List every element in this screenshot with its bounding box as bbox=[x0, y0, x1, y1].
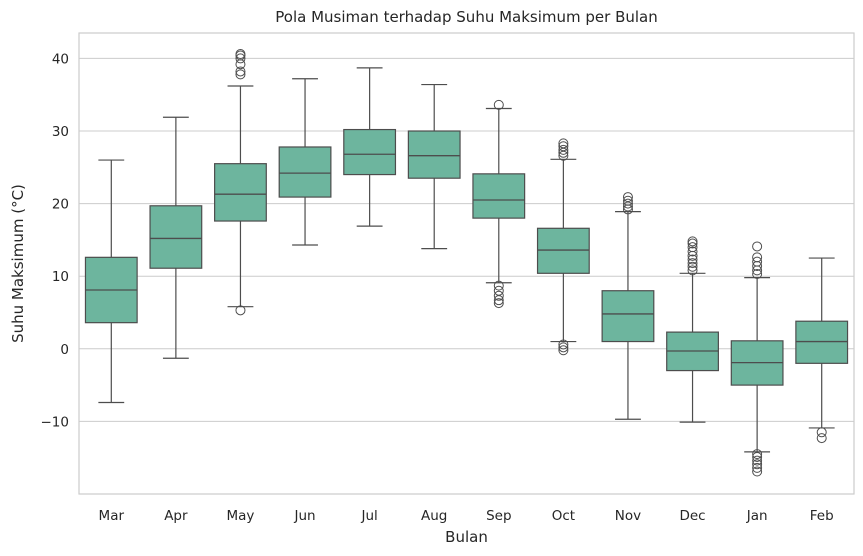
x-tick-label: Apr bbox=[164, 508, 188, 524]
outlier-point bbox=[752, 451, 763, 462]
outlier-point bbox=[493, 285, 504, 296]
outlier-point bbox=[235, 69, 246, 80]
outlier-point bbox=[752, 256, 763, 267]
outlier-point bbox=[622, 192, 633, 203]
outlier-point bbox=[235, 53, 246, 64]
box-group-aug bbox=[407, 83, 461, 250]
y-tick-label: −10 bbox=[41, 414, 70, 430]
box bbox=[536, 227, 590, 274]
box-group-may bbox=[214, 49, 267, 316]
box-group-nov bbox=[601, 192, 655, 420]
y-axis-label: Suhu Maksimum (°C) bbox=[9, 184, 27, 343]
box-group-jan bbox=[730, 241, 784, 477]
outlier-point bbox=[558, 339, 569, 350]
outlier-point bbox=[687, 246, 698, 257]
outlier-point bbox=[752, 455, 763, 466]
outlier-point bbox=[493, 290, 504, 301]
x-tick-label: Jan bbox=[746, 508, 768, 524]
box-group-jun bbox=[278, 78, 332, 246]
outlier-point bbox=[687, 236, 698, 247]
outlier-point bbox=[752, 449, 763, 460]
box-group-jul bbox=[343, 67, 397, 227]
plot-frame bbox=[78, 32, 855, 495]
outlier-point bbox=[558, 144, 569, 155]
box bbox=[795, 320, 849, 364]
box bbox=[407, 130, 461, 179]
box-group-mar bbox=[84, 159, 138, 404]
y-tick-label: 20 bbox=[52, 197, 69, 213]
outlier-point bbox=[752, 269, 763, 280]
box bbox=[601, 290, 655, 343]
x-tick-label: Jul bbox=[360, 508, 377, 524]
outlier-point bbox=[622, 198, 633, 209]
y-tick-label: 40 bbox=[52, 51, 69, 67]
outlier-point bbox=[235, 305, 246, 316]
outlier-point bbox=[493, 280, 504, 291]
x-axis-label: Bulan bbox=[445, 528, 488, 546]
x-tick-label: May bbox=[226, 508, 254, 524]
box-group-sep bbox=[472, 99, 526, 309]
outlier-point bbox=[687, 261, 698, 272]
outlier-point bbox=[752, 252, 763, 263]
x-tick-label: Mar bbox=[99, 508, 125, 524]
grid bbox=[79, 57, 854, 422]
box bbox=[278, 146, 332, 198]
x-tick-label: Sep bbox=[486, 508, 511, 524]
box bbox=[472, 173, 526, 219]
x-tick-label: Dec bbox=[679, 508, 705, 524]
outlier-point bbox=[493, 298, 504, 309]
outlier-point bbox=[752, 462, 763, 473]
x-tick-label: Nov bbox=[615, 508, 641, 524]
outlier-point bbox=[558, 342, 569, 353]
outlier-point bbox=[687, 258, 698, 269]
box bbox=[343, 128, 397, 176]
box-group-dec bbox=[666, 236, 719, 423]
outlier-point bbox=[816, 427, 827, 438]
outlier-point bbox=[687, 265, 698, 276]
chart-title: Pola Musiman terhadap Suhu Maksimum per … bbox=[275, 8, 658, 26]
box bbox=[214, 163, 267, 222]
box-group-feb bbox=[795, 257, 849, 444]
outlier-point bbox=[752, 459, 763, 470]
outlier-point bbox=[235, 66, 246, 77]
y-axis-ticks: 40 30 20 10 0 −10 bbox=[41, 51, 70, 430]
x-tick-label: Aug bbox=[421, 508, 447, 524]
outlier-point bbox=[752, 466, 763, 477]
x-tick-label: Feb bbox=[810, 508, 834, 524]
outlier-point bbox=[235, 49, 246, 60]
box-group-oct bbox=[536, 138, 590, 356]
x-axis-ticks: Mar Apr May Jun Jul Aug Sep Oct Nov Dec Jan Feb bbox=[99, 508, 834, 524]
boxes bbox=[84, 49, 849, 477]
outlier-point bbox=[558, 138, 569, 149]
outlier-point bbox=[493, 99, 504, 110]
outlier-point bbox=[687, 242, 698, 253]
outlier-point bbox=[816, 433, 827, 444]
y-tick-label: 10 bbox=[52, 269, 69, 285]
x-tick-label: Jun bbox=[293, 508, 315, 524]
y-tick-label: 30 bbox=[52, 124, 69, 140]
outlier-point bbox=[558, 141, 569, 152]
outlier-point bbox=[558, 345, 569, 356]
box bbox=[149, 205, 203, 269]
outlier-point bbox=[687, 254, 698, 265]
y-tick-label: 0 bbox=[60, 342, 69, 358]
outlier-point bbox=[752, 241, 763, 252]
outlier-point bbox=[622, 195, 633, 206]
x-tick-label: Oct bbox=[552, 508, 575, 524]
box-group-apr bbox=[149, 116, 203, 359]
